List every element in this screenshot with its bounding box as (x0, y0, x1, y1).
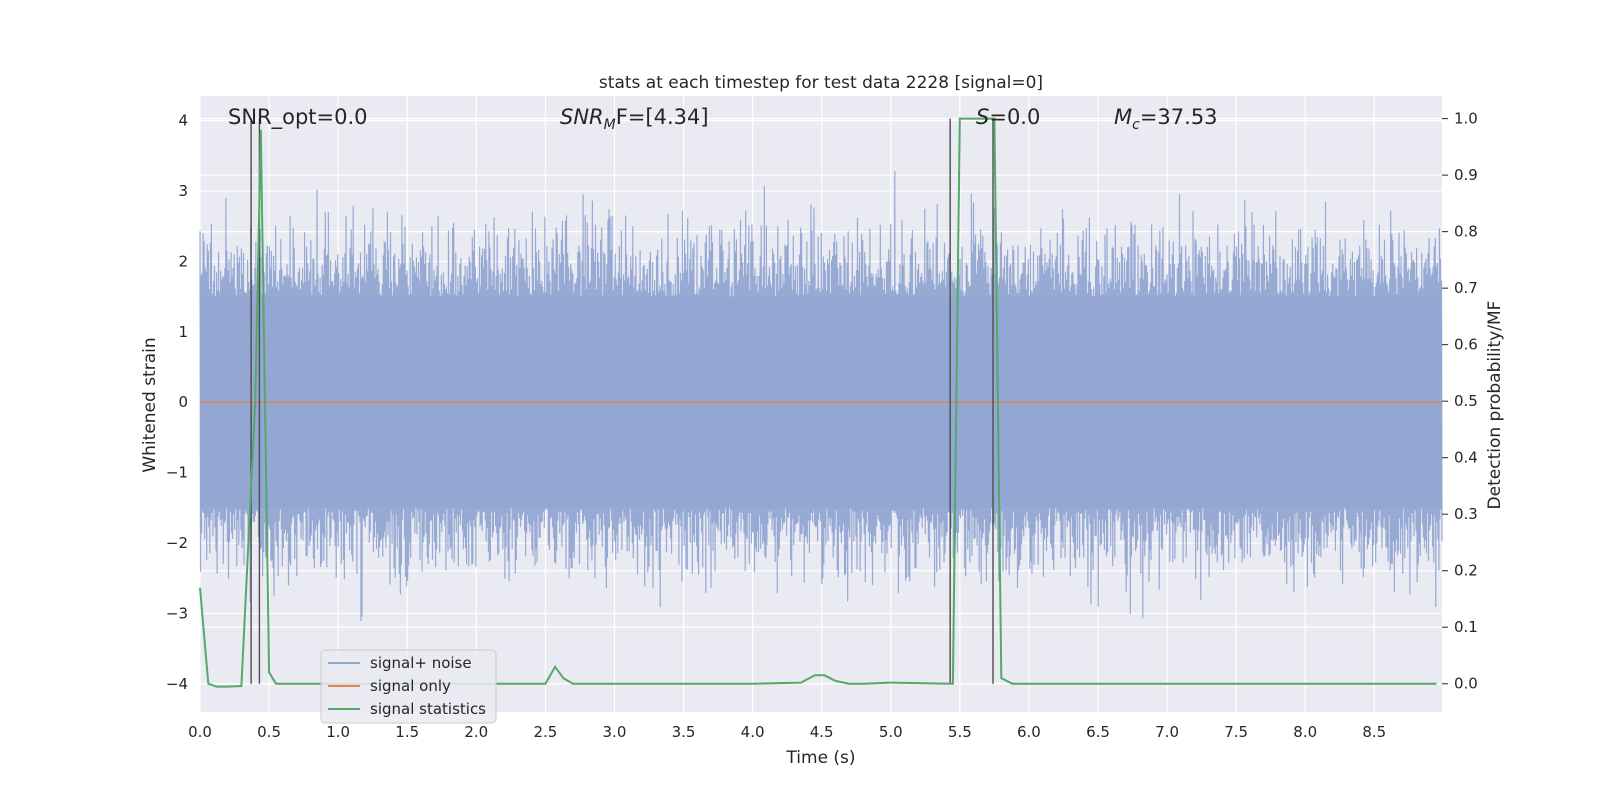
annotation-snr-mf-sub: M (604, 117, 616, 133)
y-right-tick-label: 1.0 (1454, 110, 1478, 128)
x-axis-label: Time (s) (785, 748, 855, 768)
x-tick-label: 3.0 (603, 723, 627, 741)
y-left-tick-label: −1 (166, 464, 188, 482)
y-right-tick-label: 0.7 (1454, 279, 1478, 297)
y-right-tick-label: 0.8 (1454, 223, 1478, 241)
y-right-tick-label: 0.6 (1454, 336, 1478, 354)
signal-statistics-line (199, 117, 1437, 688)
legend-label-signal-only: signal only (370, 677, 451, 695)
y-left-tick-label: −3 (166, 604, 188, 622)
tick-labels: 0.0 0.5 1.0 1.5 2.0 2.5 3.0 3.5 4.0 4.5 5.0 5.5 6.0 6… (166, 110, 1478, 741)
x-tick-label: 6.0 (1017, 723, 1041, 741)
annotation-snr-mf-prefix: SNR (560, 105, 604, 129)
x-tick-label: 0.0 (188, 723, 212, 741)
annotation-snr-mf-suffix: F=[4.34] (616, 105, 709, 129)
annotation-snr-opt: SNR_opt=0.0 (228, 105, 368, 130)
x-tick-label: 8.0 (1293, 723, 1317, 741)
y-left-tick-label: −2 (166, 534, 188, 552)
x-tick-label: 5.0 (879, 723, 903, 741)
annotation-mc-sub: c (1132, 117, 1140, 133)
y-right-tick-label: 0.0 (1454, 675, 1478, 693)
x-tick-label: 0.5 (257, 723, 281, 741)
y-axis-label-left: Whitened strain (140, 337, 160, 472)
x-tick-label: 8.5 (1362, 723, 1386, 741)
x-tick-label: 1.5 (395, 723, 419, 741)
y-right-tick-label: 0.3 (1454, 505, 1478, 523)
y-right-tick-label: 0.9 (1454, 166, 1478, 184)
y-right-tick-label: 0.2 (1454, 562, 1478, 580)
legend-label-signal-statistics: signal statistics (370, 700, 486, 718)
y-left-tick-label: 4 (178, 112, 188, 130)
x-tick-label: 4.5 (810, 723, 834, 741)
y-left-tick-label: −4 (166, 675, 188, 693)
y-right-tick-label: 0.5 (1454, 392, 1478, 410)
x-tick-label: 3.5 (672, 723, 696, 741)
annotation-s: S=0.0 (976, 105, 1040, 129)
y-left-tick-label: 1 (178, 323, 188, 341)
annotation-s-symbol: S (976, 105, 989, 129)
annotation-s-value: =0.0 (989, 105, 1040, 129)
x-tick-label: 4.0 (741, 723, 765, 741)
annotation-mc-value: =37.53 (1140, 105, 1218, 129)
series-signal-statistics (199, 117, 1437, 688)
x-tick-label: 5.5 (948, 723, 972, 741)
legend-label-signal-plus-noise: signal+ noise (370, 654, 472, 672)
noise-trace (199, 170, 1443, 622)
chart-title: stats at each timestep for test data 222… (599, 73, 1043, 93)
x-tick-label: 7.0 (1155, 723, 1179, 741)
x-tick-label: 2.5 (533, 723, 557, 741)
legend-box (320, 649, 497, 724)
y-left-tick-label: 0 (178, 393, 188, 411)
annotation-mc: Mc=37.53 (1114, 105, 1218, 133)
x-tick-label: 7.5 (1224, 723, 1248, 741)
y-left-tick-label: 3 (178, 182, 188, 200)
annotation-mc-symbol: M (1114, 105, 1132, 129)
x-tick-label: 6.5 (1086, 723, 1110, 741)
y-right-tick-label: 0.4 (1454, 449, 1478, 467)
y-right-tick-label: 0.1 (1454, 618, 1478, 636)
y-axis-label-right: Detection probability/MF (1485, 301, 1505, 510)
y-left-tick-label: 2 (178, 252, 188, 270)
annotation-snr-mf: SNRMF=[4.34] (560, 105, 709, 133)
x-tick-label: 1.0 (326, 723, 350, 741)
x-tick-label: 2.0 (464, 723, 488, 741)
legend: signal+ noise signal only signal statist… (320, 649, 497, 724)
